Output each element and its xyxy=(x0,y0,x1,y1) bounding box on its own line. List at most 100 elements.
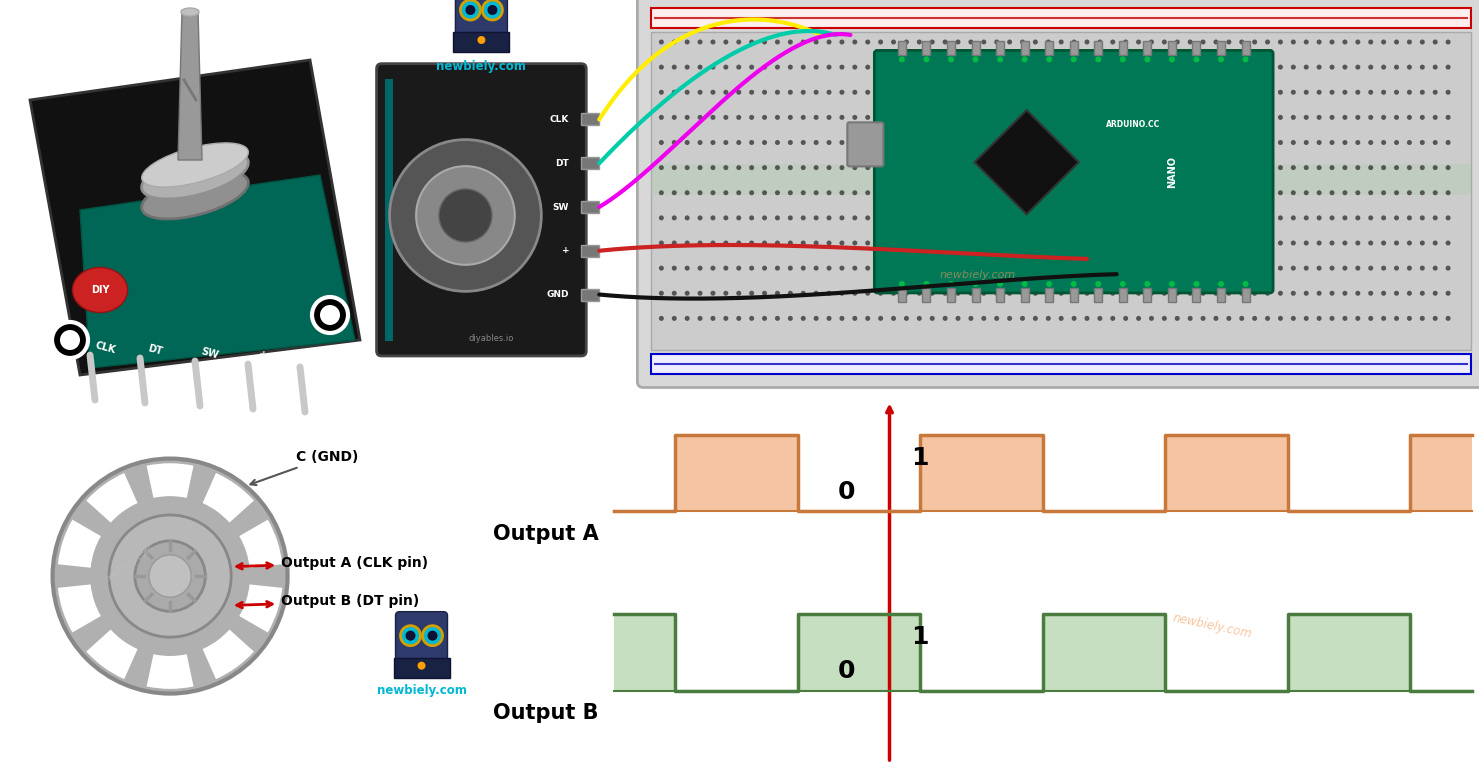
Circle shape xyxy=(750,140,754,145)
Circle shape xyxy=(930,115,935,120)
Circle shape xyxy=(710,240,716,246)
Circle shape xyxy=(1072,316,1077,321)
Circle shape xyxy=(1084,65,1090,69)
Circle shape xyxy=(685,266,689,271)
Circle shape xyxy=(1407,215,1412,221)
Circle shape xyxy=(1407,140,1412,145)
Circle shape xyxy=(890,240,896,246)
Circle shape xyxy=(1445,65,1451,69)
Circle shape xyxy=(890,316,896,321)
Circle shape xyxy=(737,40,741,44)
Circle shape xyxy=(1381,240,1386,246)
Circle shape xyxy=(1007,291,1012,296)
Circle shape xyxy=(1407,291,1412,296)
Circle shape xyxy=(852,140,858,145)
Circle shape xyxy=(1136,140,1142,145)
Circle shape xyxy=(671,65,677,69)
Circle shape xyxy=(1007,316,1012,321)
Text: 0: 0 xyxy=(839,659,855,684)
Circle shape xyxy=(710,215,716,221)
Circle shape xyxy=(1149,240,1154,246)
Circle shape xyxy=(1123,266,1128,271)
Circle shape xyxy=(1149,215,1154,221)
Circle shape xyxy=(1059,215,1063,221)
Circle shape xyxy=(723,165,728,170)
Circle shape xyxy=(1407,316,1412,321)
Circle shape xyxy=(1162,240,1167,246)
Circle shape xyxy=(1355,40,1361,44)
Circle shape xyxy=(840,316,845,321)
Bar xyxy=(1143,41,1151,56)
Circle shape xyxy=(788,165,793,170)
Circle shape xyxy=(1168,281,1174,287)
Circle shape xyxy=(865,316,870,321)
Circle shape xyxy=(942,165,948,170)
Circle shape xyxy=(1072,65,1077,69)
Circle shape xyxy=(1253,215,1257,221)
Circle shape xyxy=(840,40,845,44)
Text: CLK: CLK xyxy=(550,115,569,124)
Circle shape xyxy=(981,40,986,44)
Circle shape xyxy=(775,140,779,145)
Circle shape xyxy=(1381,90,1386,95)
Circle shape xyxy=(685,40,689,44)
Circle shape xyxy=(1032,90,1038,95)
Circle shape xyxy=(930,90,935,95)
Circle shape xyxy=(1420,316,1424,321)
Circle shape xyxy=(1291,215,1296,221)
Circle shape xyxy=(1291,40,1296,44)
Circle shape xyxy=(698,291,703,296)
Circle shape xyxy=(671,190,677,195)
Circle shape xyxy=(879,115,883,120)
Circle shape xyxy=(1239,40,1244,44)
Circle shape xyxy=(955,240,960,246)
Circle shape xyxy=(923,281,929,287)
Circle shape xyxy=(969,240,973,246)
Circle shape xyxy=(1253,90,1257,95)
Circle shape xyxy=(1445,190,1451,195)
Circle shape xyxy=(942,291,948,296)
Bar xyxy=(651,353,1472,374)
Text: DIY: DIY xyxy=(90,285,109,295)
Circle shape xyxy=(1253,165,1257,170)
Circle shape xyxy=(1021,115,1025,120)
Circle shape xyxy=(1111,140,1115,145)
Circle shape xyxy=(788,316,793,321)
Circle shape xyxy=(1330,40,1334,44)
Circle shape xyxy=(879,316,883,321)
Bar xyxy=(1168,41,1176,56)
Circle shape xyxy=(1136,65,1142,69)
Circle shape xyxy=(685,190,689,195)
Circle shape xyxy=(904,65,910,69)
Circle shape xyxy=(800,291,806,296)
Circle shape xyxy=(1316,215,1322,221)
Bar xyxy=(1143,288,1151,302)
Circle shape xyxy=(1201,115,1205,120)
Circle shape xyxy=(788,65,793,69)
Circle shape xyxy=(788,140,793,145)
Circle shape xyxy=(1291,190,1296,195)
Circle shape xyxy=(1433,40,1438,44)
Circle shape xyxy=(723,115,728,120)
Circle shape xyxy=(658,291,664,296)
Circle shape xyxy=(775,240,779,246)
Bar xyxy=(454,32,509,52)
Bar xyxy=(581,114,599,125)
Circle shape xyxy=(813,215,819,221)
Circle shape xyxy=(917,140,921,145)
Circle shape xyxy=(1174,190,1180,195)
Text: newbiely.com: newbiely.com xyxy=(104,544,155,584)
Circle shape xyxy=(865,190,870,195)
Circle shape xyxy=(942,115,948,120)
Circle shape xyxy=(658,65,664,69)
Circle shape xyxy=(994,115,1000,120)
Circle shape xyxy=(1303,316,1309,321)
Circle shape xyxy=(1291,90,1296,95)
Circle shape xyxy=(1226,90,1232,95)
Circle shape xyxy=(981,65,986,69)
Circle shape xyxy=(942,240,948,246)
Circle shape xyxy=(1032,266,1038,271)
Circle shape xyxy=(942,90,948,95)
Circle shape xyxy=(865,215,870,221)
Circle shape xyxy=(427,631,438,641)
